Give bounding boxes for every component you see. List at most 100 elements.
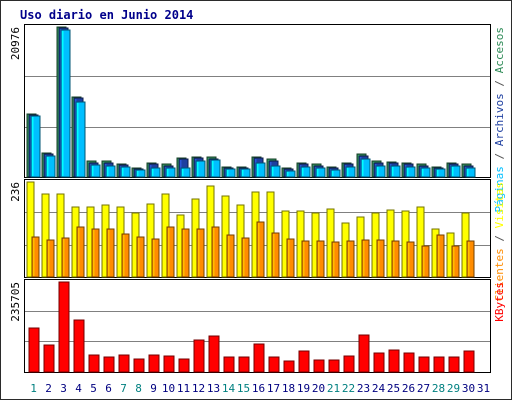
- bar-clientes-day-15: [241, 237, 250, 278]
- x-tick-day-26: 26: [402, 382, 415, 395]
- bar-paginas-day-11: [180, 167, 191, 178]
- bar-clientes-day-10: [166, 226, 175, 278]
- bar-clientes-day-4: [76, 226, 85, 278]
- x-tick-day-5: 5: [90, 382, 97, 395]
- bar-paginas-day-21: [330, 169, 341, 178]
- bar-paginas-day-18: [285, 170, 296, 178]
- bar-clientes-day-20: [316, 240, 325, 278]
- bar-paginas-day-27: [420, 167, 431, 178]
- legend-middle: Clientes / Visitas: [493, 182, 506, 301]
- ymax-label-middle: 236: [9, 182, 22, 202]
- bar-kbytes-day-23: [358, 334, 370, 373]
- legend-middle-item-2: Visitas: [493, 182, 506, 228]
- x-tick-day-4: 4: [75, 382, 82, 395]
- bar-kbytes-day-8: [133, 358, 145, 373]
- bar-kbytes-day-11: [178, 358, 190, 373]
- legend-upper-item-3: /: [493, 73, 506, 93]
- bar-clientes-day-16: [256, 221, 265, 278]
- x-tick-day-1: 1: [30, 382, 37, 395]
- bar-visitas-day-3: [56, 193, 65, 278]
- x-tick-day-2: 2: [45, 382, 52, 395]
- x-tick-day-11: 11: [177, 382, 190, 395]
- bar-kbytes-day-24: [373, 352, 385, 373]
- bar-kbytes-day-12: [193, 339, 205, 373]
- bar-kbytes-day-6: [103, 356, 115, 373]
- bar-paginas-day-17: [270, 165, 281, 178]
- x-tick-day-24: 24: [372, 382, 386, 395]
- bar-clientes-day-9: [151, 238, 160, 278]
- bar-kbytes-day-16: [253, 343, 265, 373]
- legend-lower: KBytes: [493, 282, 506, 322]
- bar-kbytes-day-13: [208, 335, 220, 373]
- bar-clientes-day-13: [211, 226, 220, 278]
- x-axis-labels: 1 2 3 4 5 6 7 8 9 10 11 12 13 14 15 16 17 18 19 20 21 22 23 24 2…: [30, 382, 490, 395]
- bar-clientes-day-18: [286, 238, 295, 278]
- bar-paginas-day-20: [315, 167, 326, 178]
- bar-paginas-day-22: [345, 166, 356, 178]
- x-tick-day-22: 22: [342, 382, 355, 395]
- plot-frame-upper: [24, 24, 491, 178]
- x-tick-day-25: 25: [387, 382, 400, 395]
- bar-clientes-day-1: [31, 236, 40, 278]
- bar-paginas-day-14: [225, 168, 236, 178]
- legend-upper-item-1: /: [493, 146, 506, 166]
- bar-kbytes-day-5: [88, 354, 100, 373]
- x-tick-day-3: 3: [60, 382, 67, 395]
- bar-clientes-day-14: [226, 234, 235, 278]
- bar-paginas-day-24: [375, 165, 386, 178]
- bar-kbytes-day-22: [343, 355, 355, 373]
- bar-kbytes-day-1: [28, 327, 40, 373]
- bar-kbytes-day-30: [463, 350, 475, 373]
- legend-middle-item-1: /: [493, 228, 506, 248]
- x-tick-day-16: 16: [252, 382, 265, 395]
- bar-clientes-day-7: [121, 233, 130, 278]
- bar-kbytes-day-18: [283, 360, 295, 373]
- bar-paginas-day-6: [105, 165, 116, 178]
- bar-clientes-day-30: [466, 240, 475, 278]
- bar-clientes-day-23: [361, 239, 370, 278]
- bar-paginas-day-29: [450, 165, 461, 178]
- bar-clientes-day-8: [136, 236, 145, 278]
- bar-clientes-day-25: [391, 240, 400, 278]
- x-tick-day-14: 14: [222, 382, 236, 395]
- bar-paginas-day-16: [255, 162, 266, 178]
- bar-kbytes-day-29: [448, 356, 460, 373]
- x-tick-day-15: 15: [237, 382, 250, 395]
- bar-clientes-day-22: [346, 240, 355, 278]
- bar-kbytes-day-3: [58, 281, 70, 373]
- x-tick-day-28: 28: [432, 382, 445, 395]
- bar-paginas-day-28: [435, 168, 446, 178]
- bar-kbytes-day-15: [238, 356, 250, 373]
- x-tick-day-12: 12: [192, 382, 205, 395]
- bar-paginas-day-1: [30, 115, 41, 178]
- bar-visitas-day-2: [41, 193, 50, 278]
- bar-clientes-day-6: [106, 228, 115, 278]
- x-tick-day-19: 19: [297, 382, 310, 395]
- bar-clientes-day-3: [61, 237, 70, 278]
- bar-kbytes-day-19: [298, 350, 310, 373]
- x-tick-day-18: 18: [282, 382, 295, 395]
- panel-upper: 20976 Páginas / Archivos / Accesos: [9, 24, 506, 212]
- bar-clientes-day-21: [331, 241, 340, 278]
- x-tick-day-20: 20: [312, 382, 325, 395]
- bar-paginas-day-10: [165, 167, 176, 178]
- bar-kbytes-day-10: [163, 355, 175, 373]
- bar-kbytes-day-28: [433, 356, 445, 373]
- bar-visitas-day-27: [416, 206, 425, 278]
- bar-paginas-day-2: [45, 155, 56, 178]
- bar-paginas-day-7: [120, 166, 131, 178]
- ymax-label-lower: 235705: [9, 282, 22, 322]
- panel-middle: 236 Clientes / Visitas: [9, 179, 506, 301]
- legend-middle-item-0: Clientes: [493, 248, 506, 301]
- bar-paginas-day-4: [75, 101, 86, 178]
- x-tick-day-13: 13: [207, 382, 220, 395]
- x-tick-day-10: 10: [162, 382, 175, 395]
- bar-kbytes-day-7: [118, 354, 130, 373]
- bar-kbytes-day-2: [43, 344, 55, 373]
- bar-paginas-day-23: [360, 158, 371, 178]
- x-tick-day-17: 17: [267, 382, 280, 395]
- bar-paginas-day-15: [240, 168, 251, 178]
- bar-kbytes-day-14: [223, 356, 235, 373]
